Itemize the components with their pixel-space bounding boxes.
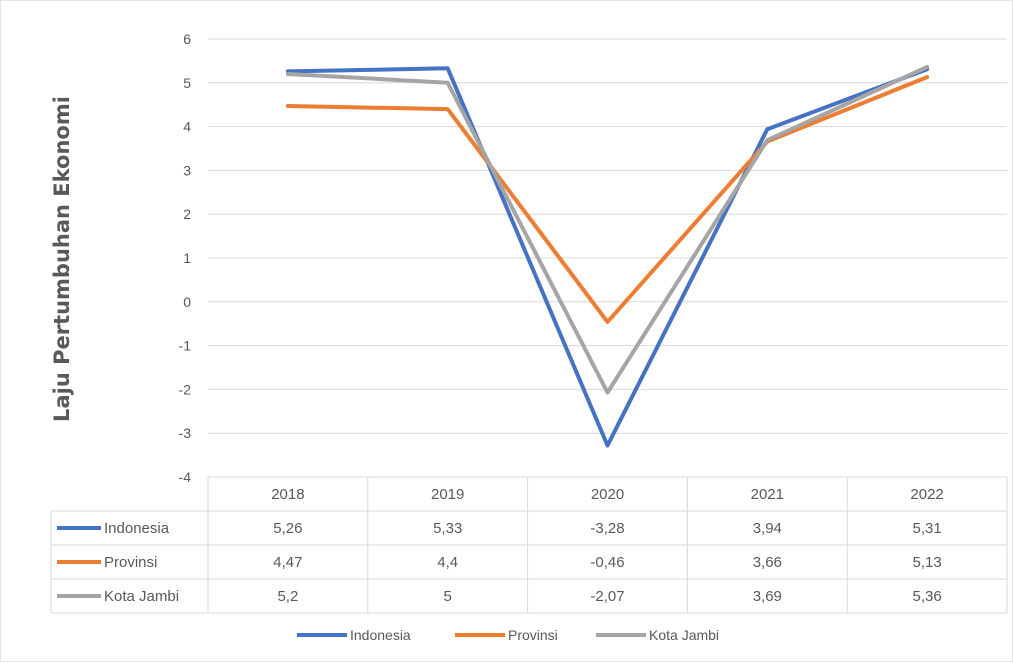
y-tick-label: -4	[179, 469, 192, 485]
data-label: 3,94	[753, 520, 782, 537]
legend: Indonesia Provinsi Kota Jambi	[297, 627, 719, 643]
series-lines	[285, 65, 930, 448]
data-label: 4,4	[437, 554, 458, 571]
data-label: -3,28	[590, 520, 624, 537]
x-category-label: 2019	[431, 486, 464, 503]
data-label: 3,69	[753, 588, 782, 605]
data-label: 3,66	[753, 554, 782, 571]
y-tick-label: 5	[183, 75, 191, 91]
y-tick-label: -1	[179, 338, 192, 354]
y-tick-label: 0	[183, 294, 191, 310]
series-line-kota-jambi	[285, 65, 930, 395]
legend-label: Indonesia	[350, 627, 411, 643]
data-label: -2,07	[590, 588, 624, 605]
y-tick-label: 6	[183, 31, 191, 47]
data-label: 5,13	[912, 554, 941, 571]
y-axis-ticks: 6 5 4 3 2 1 0 -1 -2 -3 -4	[179, 31, 192, 485]
data-label: -0,46	[590, 554, 624, 571]
x-category-label: 2022	[910, 486, 943, 503]
series-line-indonesia	[285, 66, 930, 448]
legend-label: Provinsi	[508, 627, 558, 643]
y-tick-label: 4	[183, 119, 191, 135]
data-label: 5,2	[277, 588, 298, 605]
data-label: 4,47	[273, 554, 302, 571]
data-label: 5,26	[273, 520, 302, 537]
y-tick-label: 2	[183, 206, 191, 222]
y-tick-label: -3	[179, 425, 192, 441]
legend-label: Kota Jambi	[649, 627, 719, 643]
table-series-name: Kota Jambi	[104, 588, 179, 605]
gridlines	[208, 38, 1007, 478]
data-table: 2018 2019 2020 2021 2022 Indonesia 5,26 5,33 -3,…	[50, 476, 1008, 614]
x-category-label: 2020	[591, 486, 624, 503]
data-label: 5,36	[912, 588, 941, 605]
y-tick-label: 1	[183, 250, 191, 266]
y-tick-label: 3	[183, 162, 191, 178]
data-label: 5	[444, 588, 452, 605]
data-label: 5,31	[912, 520, 941, 537]
y-axis-title: Laju Pertumbuhan Ekonomi	[50, 96, 74, 422]
x-category-label: 2021	[751, 486, 784, 503]
y-tick-label: -2	[179, 381, 192, 397]
data-label: 5,33	[433, 520, 462, 537]
series-line-provinsi	[285, 75, 930, 324]
table-series-name: Indonesia	[104, 520, 170, 537]
x-category-label: 2018	[271, 486, 304, 503]
table-series-name: Provinsi	[104, 554, 157, 571]
